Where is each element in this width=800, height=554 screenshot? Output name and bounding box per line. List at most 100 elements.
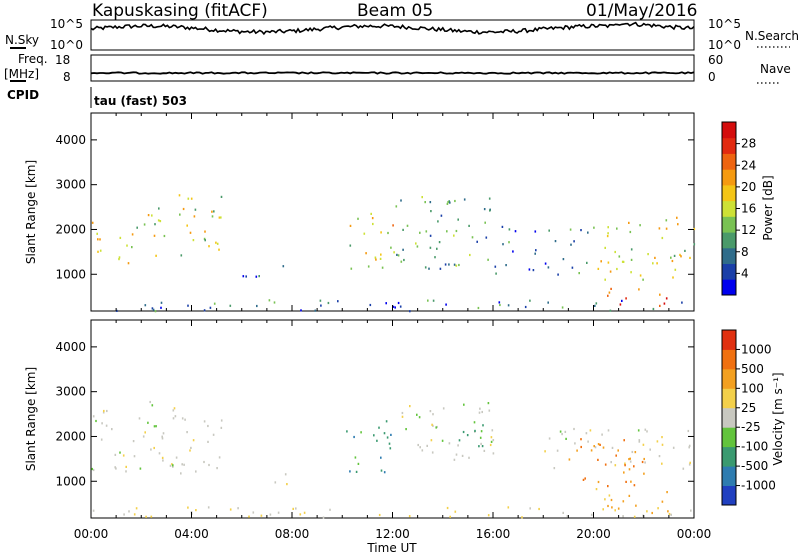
data-point (375, 258, 377, 261)
data-point (594, 304, 596, 307)
data-point (623, 471, 625, 474)
data-point (629, 230, 632, 234)
data-point (383, 432, 386, 435)
colorbar-tick-label: 8 (741, 245, 749, 259)
data-point (172, 465, 174, 468)
data-point (319, 299, 322, 302)
data-point (630, 271, 632, 274)
data-point (421, 449, 424, 452)
data-point (274, 481, 277, 484)
freq-unit: [MHz] (4, 67, 39, 81)
data-point (658, 227, 661, 230)
data-point (430, 210, 432, 213)
data-point (392, 224, 394, 227)
data-point (445, 303, 447, 306)
data-point (432, 424, 434, 427)
data-point (607, 485, 609, 488)
nsky-label: N.Sky (5, 33, 39, 47)
colorbar-cell (722, 263, 736, 280)
data-point (360, 431, 362, 434)
velocity-colorbar-label: Velocity [m s⁻¹] (771, 372, 785, 465)
data-point (672, 446, 675, 449)
data-point (400, 260, 403, 263)
data-point (211, 215, 214, 218)
data-point (483, 449, 486, 452)
data-point (220, 419, 223, 422)
data-point (115, 467, 117, 470)
data-point (295, 507, 297, 510)
data-point (689, 461, 691, 464)
data-point (431, 423, 433, 426)
data-point (478, 445, 480, 448)
data-point (260, 514, 263, 517)
data-point (544, 262, 547, 265)
data-point (207, 506, 210, 509)
data-point (608, 291, 611, 294)
data-point (564, 430, 567, 433)
data-point (131, 246, 133, 249)
data-point (618, 255, 621, 258)
data-point (661, 436, 663, 439)
time-axis-title: Time UT (366, 541, 417, 554)
data-point (521, 516, 523, 519)
data-point (610, 498, 613, 502)
data-point (444, 263, 447, 266)
data-point (160, 301, 163, 304)
data-point (381, 266, 384, 269)
data-point (370, 212, 372, 215)
data-point (355, 470, 358, 473)
data-point (637, 429, 640, 432)
data-point (378, 426, 380, 429)
data-point (455, 264, 458, 267)
data-point (651, 511, 653, 515)
data-point (512, 250, 514, 253)
data-point (172, 417, 175, 420)
data-point (162, 432, 165, 435)
data-point (667, 510, 669, 513)
data-point (466, 434, 469, 437)
data-point (580, 229, 582, 232)
data-point (327, 301, 330, 305)
data-point (427, 299, 429, 302)
data-point (282, 265, 285, 268)
data-point (161, 456, 164, 459)
data-point (418, 416, 421, 419)
data-point (180, 472, 182, 475)
data-point (409, 310, 411, 313)
data-point (611, 446, 614, 449)
data-point (367, 265, 370, 268)
data-point (689, 256, 691, 259)
data-point (631, 450, 634, 454)
data-point (622, 500, 625, 503)
data-point (385, 420, 388, 423)
data-point (647, 253, 649, 256)
data-point (277, 511, 280, 514)
data-point (237, 507, 239, 510)
data-point (434, 256, 436, 259)
colorbar-cell (722, 349, 736, 370)
data-point (190, 446, 192, 449)
data-point (488, 409, 491, 412)
data-point (642, 443, 645, 446)
data-point (160, 306, 162, 309)
data-point (416, 413, 418, 416)
data-point (658, 455, 661, 458)
colorbar-tick-label: 12 (741, 223, 756, 237)
data-point (158, 452, 161, 455)
data-point (611, 506, 613, 509)
data-point (435, 426, 437, 429)
data-point (256, 304, 258, 308)
data-point (216, 467, 218, 470)
data-point (292, 507, 294, 510)
data-point (569, 228, 572, 231)
colorbar-cell (722, 247, 736, 264)
data-point (479, 407, 481, 410)
data-point (646, 430, 648, 433)
data-point (604, 463, 607, 466)
data-point (337, 300, 339, 303)
data-point (114, 466, 116, 469)
data-point (681, 301, 683, 304)
data-point (508, 228, 511, 231)
data-point (95, 419, 97, 423)
data-point (607, 294, 609, 297)
